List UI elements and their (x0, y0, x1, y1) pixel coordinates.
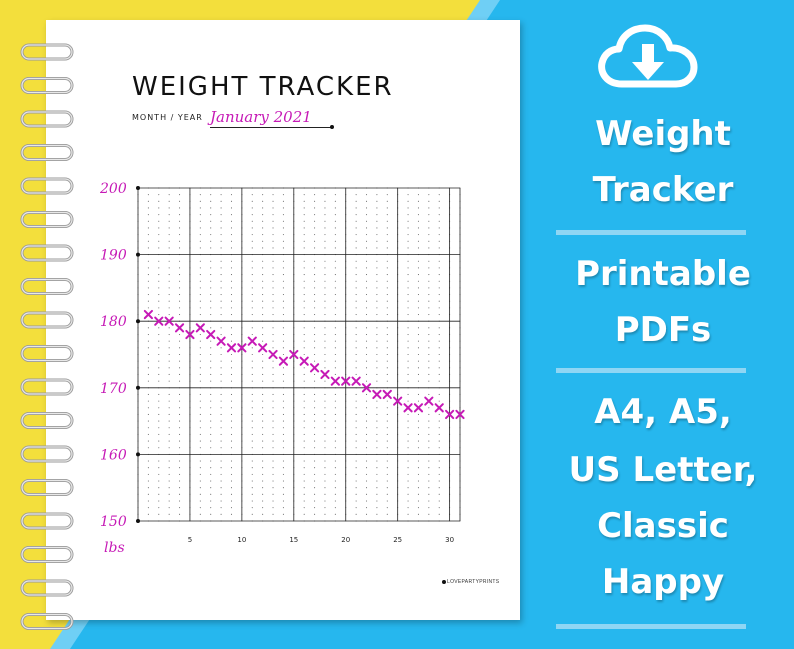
month-line-dot (330, 125, 334, 129)
data-point (185, 329, 195, 340)
promo-line-tracker: Tracker (592, 170, 734, 210)
dot-grid (137, 187, 461, 522)
planner-page (46, 20, 520, 620)
data-point (174, 323, 185, 333)
data-point (289, 349, 299, 360)
y-tick-label: 150 (100, 514, 127, 530)
promo-divider-1 (556, 230, 746, 235)
data-point (268, 349, 278, 360)
data-point (393, 396, 403, 406)
data-point (247, 336, 257, 346)
data-point (195, 323, 205, 333)
promo-line-weight: Weight (595, 114, 731, 154)
spiral-binding (20, 43, 74, 630)
x-tick-label: 30 (445, 536, 454, 544)
x-tick-label: 25 (393, 536, 402, 544)
data-point (309, 363, 320, 373)
x-tick-label: 15 (289, 536, 298, 544)
binding-ring (20, 244, 74, 262)
binding-ring (20, 278, 74, 295)
data-point (382, 389, 392, 400)
month-underline (210, 127, 332, 128)
promo-divider-2 (556, 368, 746, 373)
x-tick-label: 10 (237, 536, 246, 544)
data-point (330, 376, 340, 386)
grid-lines (136, 186, 461, 523)
binding-ring (20, 378, 74, 396)
x-tick-label: 20 (341, 536, 350, 544)
data-point (164, 316, 174, 326)
data-point (206, 329, 216, 340)
data-point (372, 389, 382, 400)
data-point (341, 376, 351, 386)
month-year-value: January 2021 (210, 108, 312, 126)
brand-label: LOVEPARTYPRINTS (447, 579, 500, 585)
data-point (445, 409, 455, 420)
binding-ring (20, 345, 74, 362)
data-point (258, 343, 268, 353)
binding-ring (20, 211, 74, 228)
binding-ring (20, 43, 74, 61)
data-point (320, 369, 330, 380)
data-point (361, 383, 372, 393)
promo-line-pdfs: PDFs (614, 310, 712, 350)
binding-ring (20, 412, 74, 429)
y-tick-label: 180 (100, 314, 127, 330)
promo-line-printable: Printable (575, 254, 751, 294)
binding-ring (20, 110, 74, 128)
y-axis-label: lbs (104, 540, 125, 556)
binding-ring (20, 546, 74, 563)
promo-divider-3 (556, 624, 746, 629)
data-point (424, 396, 434, 406)
data-point (143, 309, 153, 320)
weight-series (143, 309, 465, 420)
binding-ring (20, 479, 74, 496)
y-tick-label: 200 (99, 181, 127, 197)
data-point (154, 316, 164, 326)
data-point (237, 343, 247, 353)
data-point (216, 336, 226, 346)
binding-ring (20, 177, 74, 195)
page-title: WEIGHT TRACKER (132, 72, 394, 102)
binding-ring (20, 445, 74, 463)
binding-ring (20, 512, 74, 530)
binding-ring (20, 613, 74, 630)
month-year-label: MONTH / YEAR (132, 113, 203, 122)
promo-line-us-letter: US Letter, (568, 450, 758, 490)
promo-line-classic: Classic (597, 506, 729, 546)
data-point (226, 343, 237, 353)
cloud-download-icon (598, 24, 698, 88)
brand-dot (442, 580, 446, 584)
data-point (351, 376, 361, 386)
y-tick-label: 170 (100, 381, 127, 397)
binding-ring (20, 77, 74, 94)
y-tick-label: 160 (100, 447, 127, 463)
binding-ring (20, 311, 74, 329)
data-point (299, 356, 309, 366)
data-point (455, 409, 465, 420)
promo-line-happy: Happy (601, 562, 725, 602)
binding-ring (20, 579, 74, 597)
y-tick-label: 190 (100, 248, 127, 264)
promo-line-sizes: A4, A5, (594, 392, 732, 432)
data-point (403, 403, 413, 413)
binding-ring (20, 144, 74, 161)
data-point (434, 403, 444, 413)
data-point (278, 356, 289, 366)
data-point (413, 403, 424, 413)
x-tick-label: 5 (188, 536, 192, 544)
